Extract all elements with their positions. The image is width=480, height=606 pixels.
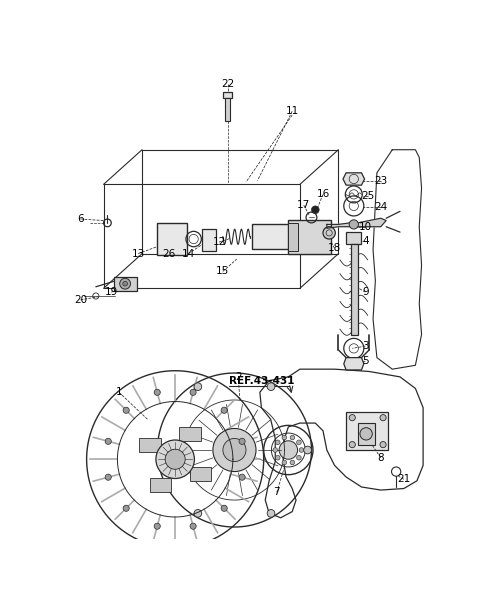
Circle shape <box>123 505 129 511</box>
Circle shape <box>165 449 185 469</box>
Bar <box>346 232 361 244</box>
Text: 16: 16 <box>316 190 330 199</box>
Bar <box>346 411 388 450</box>
Circle shape <box>154 523 160 529</box>
Bar <box>225 98 230 121</box>
Circle shape <box>290 460 295 465</box>
Text: 19: 19 <box>105 287 118 297</box>
Text: 24: 24 <box>374 202 387 213</box>
Text: 12: 12 <box>213 237 226 247</box>
Circle shape <box>105 438 111 444</box>
Circle shape <box>290 435 295 440</box>
Circle shape <box>282 435 287 440</box>
Circle shape <box>154 389 160 395</box>
Circle shape <box>349 442 355 448</box>
Circle shape <box>349 415 355 421</box>
Text: 9: 9 <box>362 287 369 297</box>
Circle shape <box>279 441 298 459</box>
Circle shape <box>213 428 256 471</box>
Text: 20: 20 <box>74 295 87 305</box>
Circle shape <box>297 440 301 445</box>
Text: REF.43-431: REF.43-431 <box>229 376 295 386</box>
Bar <box>288 223 298 251</box>
Circle shape <box>123 281 127 286</box>
Text: 10: 10 <box>359 222 372 231</box>
Polygon shape <box>327 218 386 228</box>
Text: 2: 2 <box>235 372 241 382</box>
Circle shape <box>276 455 280 460</box>
Text: 22: 22 <box>221 79 234 89</box>
Circle shape <box>299 448 304 452</box>
Circle shape <box>239 438 245 444</box>
Text: 15: 15 <box>216 267 229 276</box>
Polygon shape <box>343 173 365 185</box>
Text: 25: 25 <box>361 191 374 201</box>
Bar <box>202 229 216 251</box>
Bar <box>139 438 161 451</box>
Circle shape <box>380 442 386 448</box>
Circle shape <box>157 446 165 454</box>
Circle shape <box>120 278 131 289</box>
Bar <box>223 92 232 98</box>
Text: 7: 7 <box>274 487 280 498</box>
Text: 5: 5 <box>362 356 369 367</box>
Circle shape <box>323 227 336 239</box>
Circle shape <box>304 446 312 454</box>
Circle shape <box>190 523 196 529</box>
Bar <box>190 467 211 481</box>
Text: 17: 17 <box>297 200 311 210</box>
Bar <box>252 224 291 249</box>
Circle shape <box>156 440 194 479</box>
Circle shape <box>282 460 287 465</box>
Circle shape <box>223 439 246 462</box>
Text: 23: 23 <box>374 176 387 185</box>
Text: 21: 21 <box>397 474 410 484</box>
Text: 3: 3 <box>362 341 369 351</box>
Text: 8: 8 <box>377 453 384 463</box>
Bar <box>114 277 137 291</box>
Circle shape <box>276 440 280 445</box>
Circle shape <box>221 505 227 511</box>
Text: 1: 1 <box>116 387 122 398</box>
Circle shape <box>194 383 202 390</box>
Polygon shape <box>344 358 364 370</box>
Circle shape <box>273 448 277 452</box>
Circle shape <box>105 474 111 481</box>
Bar <box>351 244 358 335</box>
Text: 4: 4 <box>362 236 369 245</box>
Circle shape <box>380 415 386 421</box>
Bar <box>150 478 171 491</box>
Bar <box>157 223 187 255</box>
Bar <box>288 220 331 254</box>
Text: 6: 6 <box>77 214 84 224</box>
Bar <box>358 423 374 445</box>
Text: 11: 11 <box>286 106 299 116</box>
Circle shape <box>190 389 196 395</box>
Circle shape <box>360 428 372 440</box>
Text: 14: 14 <box>181 248 195 259</box>
Circle shape <box>267 510 275 517</box>
Text: 13: 13 <box>132 248 145 259</box>
Circle shape <box>194 510 202 517</box>
Circle shape <box>349 220 359 229</box>
Text: 18: 18 <box>328 243 341 253</box>
Circle shape <box>312 206 319 214</box>
Circle shape <box>221 407 227 413</box>
Bar <box>179 427 201 441</box>
Circle shape <box>297 455 301 460</box>
Circle shape <box>239 474 245 481</box>
Circle shape <box>123 407 129 413</box>
Text: 26: 26 <box>162 248 176 259</box>
Circle shape <box>267 383 275 390</box>
